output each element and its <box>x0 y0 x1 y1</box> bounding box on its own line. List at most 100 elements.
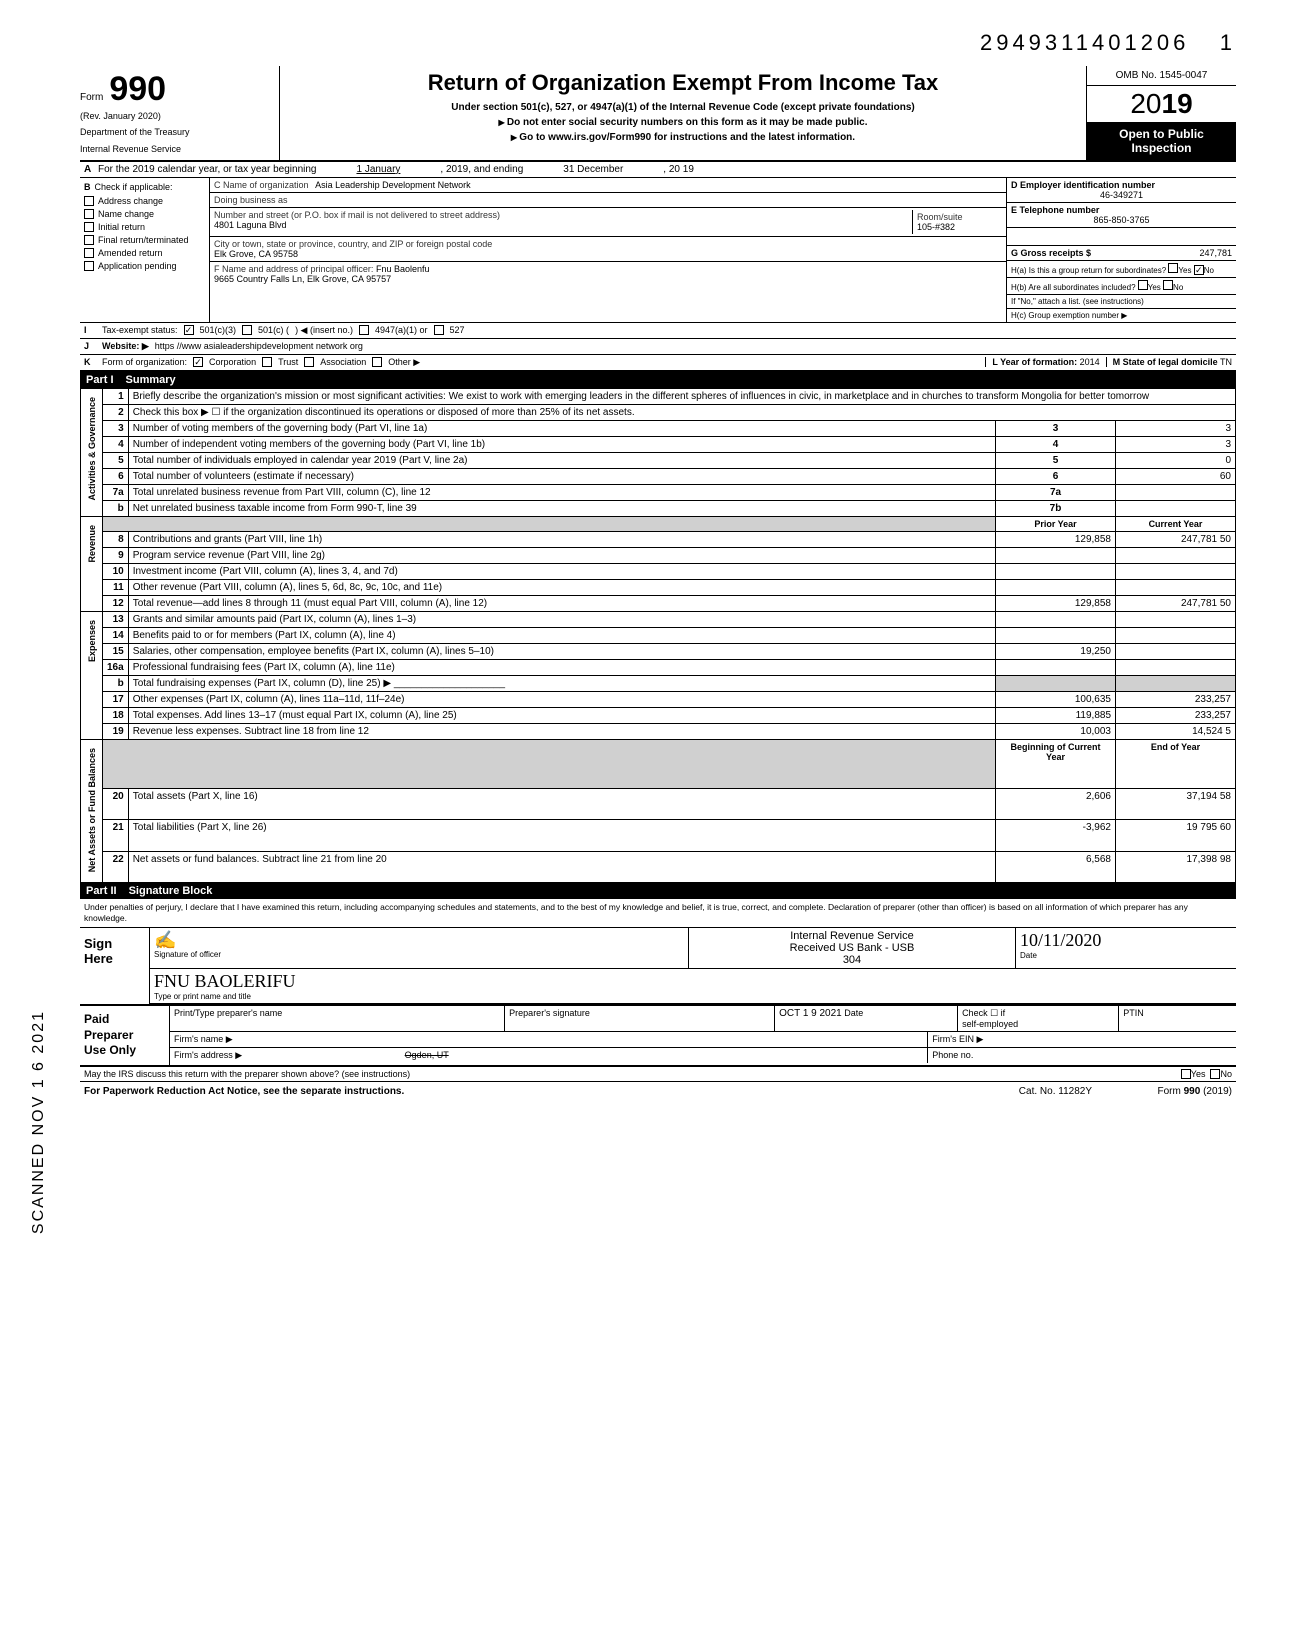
line-desc: Net assets or fund balances. Subtract li… <box>128 851 995 882</box>
ha-label: H(a) Is this a group return for subordin… <box>1011 266 1166 275</box>
b-lead: B <box>84 182 91 192</box>
name-title-label: Type or print name and title <box>154 992 1232 1001</box>
form-ref: 990 <box>1184 1086 1201 1097</box>
form-revision: (Rev. January 2020) <box>80 111 273 121</box>
assoc-checkbox[interactable] <box>304 357 314 367</box>
gross-value: 247,781 <box>1199 248 1232 258</box>
checkbox[interactable] <box>84 261 94 271</box>
prior-year-value: 6,568 <box>996 851 1116 882</box>
prep-sig-label: Preparer's signature <box>505 1006 775 1031</box>
checkbox[interactable] <box>84 209 94 219</box>
corp-checkbox[interactable] <box>193 357 203 367</box>
room-label: Room/suite <box>917 212 998 222</box>
section-side-label: Activities & Governance <box>81 388 103 516</box>
form-prefix: Form <box>80 92 103 103</box>
h-note: If "No," attach a list. (see instruction… <box>1007 295 1236 309</box>
501c-checkbox[interactable] <box>242 325 252 335</box>
discuss-no-checkbox[interactable] <box>1210 1069 1220 1079</box>
table-row: 17Other expenses (Part IX, column (A), l… <box>81 691 1236 707</box>
line-value: 60 <box>1116 468 1236 484</box>
checkbox-label: Name change <box>98 209 154 219</box>
hb-label: H(b) Are all subordinates included? <box>1011 283 1136 292</box>
officer-addr: 9665 Country Falls Ln, Elk Grove, CA 957… <box>214 274 1002 284</box>
part1-num: Part I <box>86 374 114 386</box>
prior-year-value: 119,885 <box>996 707 1116 723</box>
l-label: L Year of formation: <box>992 357 1077 367</box>
sign-label-2: Here <box>84 951 145 966</box>
dept-treasury: Department of the Treasury <box>80 127 273 138</box>
dln-header: 2949311401206 1 <box>80 30 1236 56</box>
line-desc: Briefly describe the organization's miss… <box>128 388 1235 404</box>
hb-yes-checkbox[interactable] <box>1138 280 1148 290</box>
527-checkbox[interactable] <box>434 325 444 335</box>
table-row: 9Program service revenue (Part VIII, lin… <box>81 547 1236 563</box>
501c3-label: 501(c)(3) <box>200 325 237 335</box>
other-label: Other ▶ <box>388 357 420 368</box>
omb-number: OMB No. 1545-0047 <box>1087 66 1236 86</box>
current-year-value: 233,257 <box>1116 691 1236 707</box>
line-box: 5 <box>996 452 1116 468</box>
checkbox[interactable] <box>84 222 94 232</box>
row-a: A For the 2019 calendar year, or tax yea… <box>80 162 1236 178</box>
col-c: C Name of organization Asia Leadership D… <box>210 178 1006 322</box>
firm-name-label: Firm's name ▶ <box>170 1032 928 1047</box>
trust-checkbox[interactable] <box>262 357 272 367</box>
dept-irs: Internal Revenue Service <box>80 144 273 155</box>
current-year-value: 247,781 50 <box>1116 531 1236 547</box>
current-year-value <box>1116 659 1236 675</box>
prior-year-value <box>996 563 1116 579</box>
line-number: 12 <box>103 595 129 611</box>
discuss-yes-checkbox[interactable] <box>1181 1069 1191 1079</box>
gross-label: G Gross receipts $ <box>1011 248 1091 258</box>
current-year-value <box>1116 579 1236 595</box>
501c3-checkbox[interactable] <box>184 325 194 335</box>
k-lead: K <box>84 357 96 367</box>
prep-label-3: Use Only <box>84 1043 165 1059</box>
prior-year-value: 100,635 <box>996 691 1116 707</box>
col-header-current: Current Year <box>1116 516 1236 531</box>
other-checkbox[interactable] <box>372 357 382 367</box>
line-number: 22 <box>103 851 129 882</box>
col-d: D Employer identification number 46-3492… <box>1006 178 1236 322</box>
trust-label: Trust <box>278 357 298 367</box>
line-number: 21 <box>103 820 129 851</box>
checkbox[interactable] <box>84 196 94 206</box>
org-name: Asia Leadership Development Network <box>315 180 471 190</box>
ha-no-checkbox[interactable] <box>1194 265 1204 275</box>
4947-checkbox[interactable] <box>359 325 369 335</box>
table-row: bNet unrelated business taxable income f… <box>81 500 1236 516</box>
line-number: 8 <box>103 531 129 547</box>
hb-no-checkbox[interactable] <box>1163 280 1173 290</box>
checkbox[interactable] <box>84 248 94 258</box>
checkbox[interactable] <box>84 235 94 245</box>
prep-date-label: Date <box>844 1008 863 1018</box>
table-row: 10Investment income (Part VIII, column (… <box>81 563 1236 579</box>
officer-label: F Name and address of principal officer: <box>214 264 373 274</box>
pra-notice: For Paperwork Reduction Act Notice, see … <box>84 1086 1019 1097</box>
preparer-left-label: Paid Preparer Use Only <box>80 1006 170 1065</box>
line-value: 0 <box>1116 452 1236 468</box>
line-number: 15 <box>103 643 129 659</box>
insert-no: ) ◀ (insert no.) <box>295 325 353 336</box>
omb-year-block: OMB No. 1545-0047 2019 Open to Public In… <box>1086 66 1236 160</box>
l-value: 2014 <box>1080 357 1100 367</box>
dba-label: Doing business as <box>214 195 288 205</box>
m-value: TN <box>1220 357 1232 367</box>
part1-title: Summary <box>126 374 176 386</box>
table-row: 8Contributions and grants (Part VIII, li… <box>81 531 1236 547</box>
line-value <box>1116 484 1236 500</box>
line-desc: Revenue less expenses. Subtract line 18 … <box>128 723 995 739</box>
corp-label: Corporation <box>209 357 256 367</box>
checkbox-row: Amended return <box>84 248 205 258</box>
prior-year-value: 129,858 <box>996 531 1116 547</box>
current-year-value <box>1116 547 1236 563</box>
ha-yes-checkbox[interactable] <box>1168 263 1178 273</box>
tax-year-end: 31 December <box>563 164 623 175</box>
perjury-declaration: Under penalties of perjury, I declare th… <box>80 899 1236 928</box>
part1-header: Part I Summary <box>80 372 1236 388</box>
line-desc: Other revenue (Part VIII, column (A), li… <box>128 579 995 595</box>
table-row: 12Total revenue—add lines 8 through 11 (… <box>81 595 1236 611</box>
current-year-value: 19 795 60 <box>1116 820 1236 851</box>
goto-url: Go to www.irs.gov/Form990 for instructio… <box>288 132 1078 143</box>
prior-year-value: 10,003 <box>996 723 1116 739</box>
